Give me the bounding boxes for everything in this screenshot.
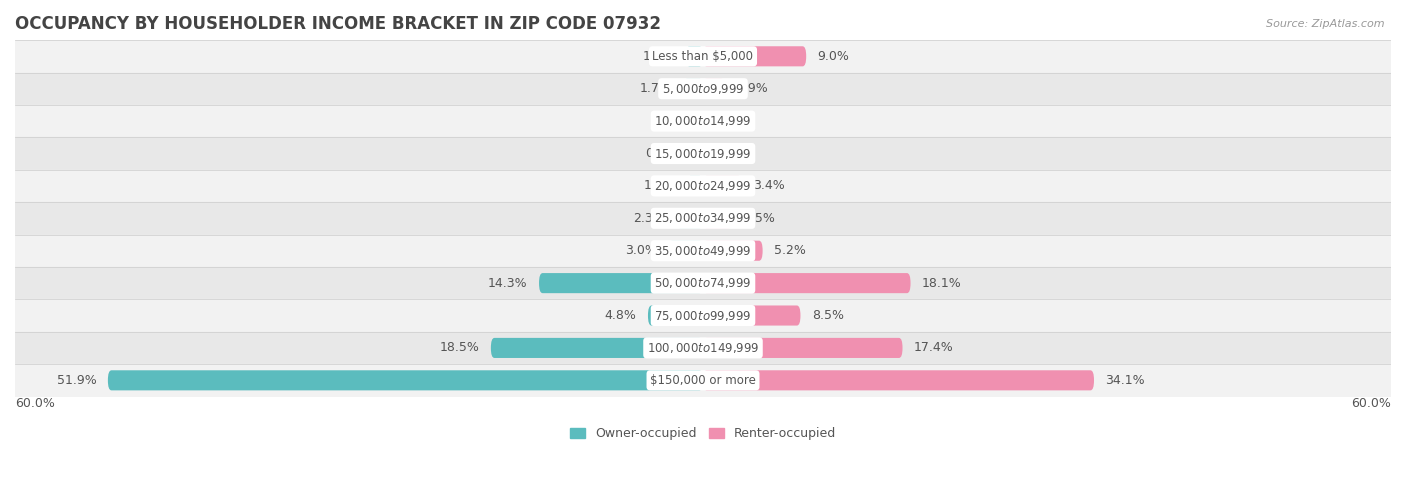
Text: 2.3%: 2.3%	[634, 212, 665, 225]
FancyBboxPatch shape	[703, 370, 1094, 391]
Text: 1.4%: 1.4%	[644, 179, 675, 192]
Text: Source: ZipAtlas.com: Source: ZipAtlas.com	[1267, 19, 1385, 30]
FancyBboxPatch shape	[703, 241, 762, 261]
FancyBboxPatch shape	[686, 46, 703, 66]
Text: 5.2%: 5.2%	[775, 244, 806, 257]
Text: 34.1%: 34.1%	[1105, 374, 1144, 387]
Text: OCCUPANCY BY HOUSEHOLDER INCOME BRACKET IN ZIP CODE 07932: OCCUPANCY BY HOUSEHOLDER INCOME BRACKET …	[15, 15, 661, 33]
Text: 0.0%: 0.0%	[714, 147, 747, 160]
FancyBboxPatch shape	[703, 305, 800, 326]
FancyBboxPatch shape	[703, 208, 731, 228]
FancyBboxPatch shape	[669, 241, 703, 261]
Text: $20,000 to $24,999: $20,000 to $24,999	[654, 179, 752, 193]
FancyBboxPatch shape	[683, 79, 703, 99]
FancyBboxPatch shape	[703, 273, 911, 293]
FancyBboxPatch shape	[648, 305, 703, 326]
Text: Less than $5,000: Less than $5,000	[652, 50, 754, 63]
Text: $5,000 to $9,999: $5,000 to $9,999	[662, 82, 744, 96]
Text: $50,000 to $74,999: $50,000 to $74,999	[654, 276, 752, 290]
Text: 18.5%: 18.5%	[440, 341, 479, 355]
FancyBboxPatch shape	[676, 208, 703, 228]
Bar	[15, 364, 1391, 396]
Bar	[15, 300, 1391, 332]
Text: 3.4%: 3.4%	[754, 179, 785, 192]
Text: 17.4%: 17.4%	[914, 341, 953, 355]
Text: 3.0%: 3.0%	[626, 244, 657, 257]
FancyBboxPatch shape	[703, 338, 903, 358]
Text: 51.9%: 51.9%	[56, 374, 97, 387]
Bar	[15, 169, 1391, 202]
Bar	[15, 73, 1391, 105]
Text: 4.8%: 4.8%	[605, 309, 637, 322]
Text: 9.0%: 9.0%	[818, 50, 849, 63]
Text: $150,000 or more: $150,000 or more	[650, 374, 756, 387]
Bar	[15, 105, 1391, 137]
Bar	[15, 235, 1391, 267]
Text: $10,000 to $14,999: $10,000 to $14,999	[654, 114, 752, 128]
Text: 0.0%: 0.0%	[659, 114, 692, 128]
Text: $100,000 to $149,999: $100,000 to $149,999	[647, 341, 759, 355]
Text: 0.0%: 0.0%	[714, 114, 747, 128]
Text: 8.5%: 8.5%	[811, 309, 844, 322]
Text: 14.3%: 14.3%	[488, 277, 527, 290]
Bar	[15, 267, 1391, 300]
Text: 2.5%: 2.5%	[744, 212, 775, 225]
Text: 1.7%: 1.7%	[640, 82, 672, 95]
FancyBboxPatch shape	[703, 79, 724, 99]
Bar	[15, 202, 1391, 235]
Text: $25,000 to $34,999: $25,000 to $34,999	[654, 211, 752, 225]
Text: 60.0%: 60.0%	[1351, 397, 1391, 410]
FancyBboxPatch shape	[491, 338, 703, 358]
FancyBboxPatch shape	[538, 273, 703, 293]
FancyBboxPatch shape	[688, 176, 703, 196]
Bar	[15, 40, 1391, 73]
FancyBboxPatch shape	[703, 46, 806, 66]
Text: 0.58%: 0.58%	[645, 147, 685, 160]
Bar	[15, 137, 1391, 169]
Text: 60.0%: 60.0%	[15, 397, 55, 410]
FancyBboxPatch shape	[696, 144, 703, 164]
Bar	[15, 332, 1391, 364]
FancyBboxPatch shape	[108, 370, 703, 391]
Text: 1.9%: 1.9%	[737, 82, 768, 95]
Text: $15,000 to $19,999: $15,000 to $19,999	[654, 147, 752, 161]
Legend: Owner-occupied, Renter-occupied: Owner-occupied, Renter-occupied	[569, 427, 837, 440]
Text: 1.5%: 1.5%	[643, 50, 675, 63]
Text: 18.1%: 18.1%	[922, 277, 962, 290]
Text: $35,000 to $49,999: $35,000 to $49,999	[654, 244, 752, 258]
Text: $75,000 to $99,999: $75,000 to $99,999	[654, 309, 752, 322]
FancyBboxPatch shape	[703, 176, 742, 196]
